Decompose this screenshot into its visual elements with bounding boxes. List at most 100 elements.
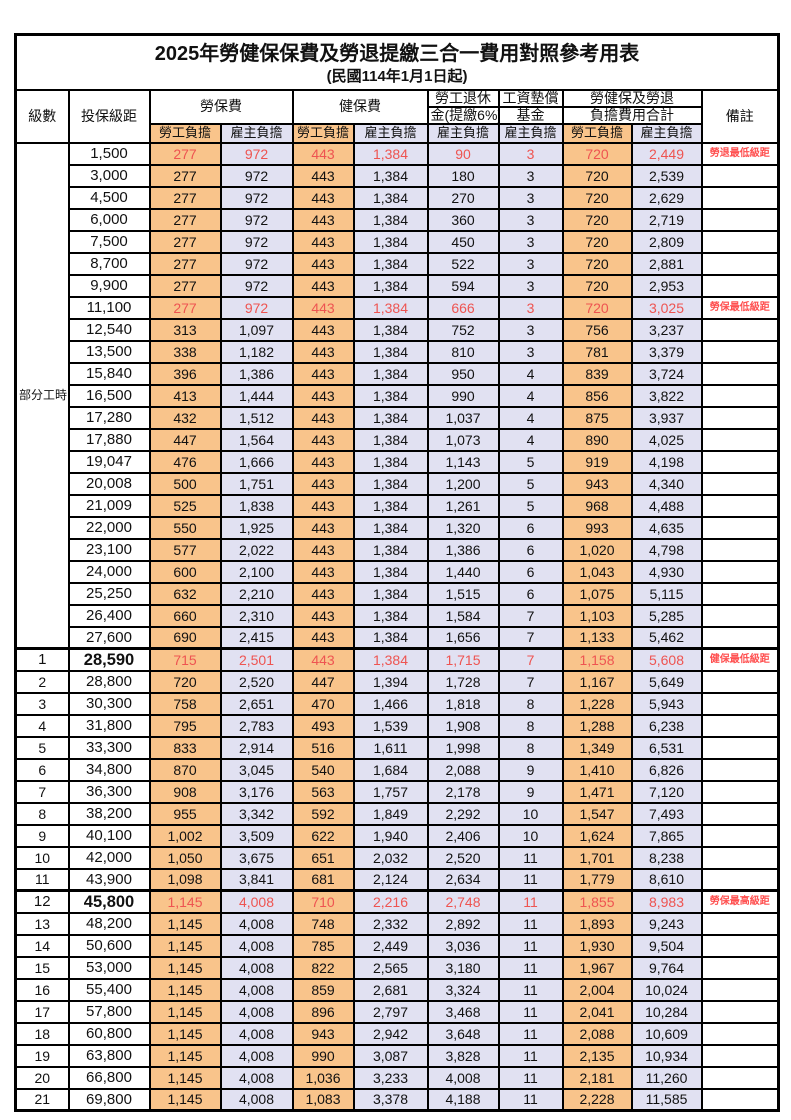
table-row: 17 57,800 1,145 4,008 896 2,797 3,468 11 2,041 10… (14, 999, 780, 1024)
table-row: 7,500 277 972 443 1,384 450 3 720 2,809 (16, 229, 780, 254)
level-cell: 13 (14, 911, 70, 936)
total-employee-cell: 839 (561, 361, 633, 386)
labor-fee-employer-cell: 3,509 (219, 823, 294, 848)
header-pension-employer: 雇主負擔 (426, 122, 500, 144)
labor-fee-employer-cell: 1,512 (219, 405, 294, 430)
note-cell (700, 1043, 780, 1068)
labor-fee-employer-cell: 4,008 (219, 889, 294, 914)
table-row: 20,008 500 1,751 443 1,384 1,200 5 943 4,340 (16, 471, 780, 496)
labor-fee-employer-cell: 1,386 (219, 361, 294, 386)
note-cell (700, 691, 780, 716)
total-employer-cell: 4,488 (630, 493, 703, 518)
table-row: 19,047 476 1,666 443 1,384 1,143 5 919 4,198 (16, 449, 780, 474)
total-employee-cell: 1,893 (561, 911, 633, 936)
total-employee-cell: 1,349 (561, 735, 633, 760)
level-cell: 1 (14, 647, 70, 672)
total-employer-cell: 5,285 (630, 603, 703, 628)
pension-employer-cell: 1,908 (426, 713, 500, 738)
insured-bracket-cell: 30,300 (67, 691, 151, 716)
health-fee-employee-cell: 443 (291, 647, 355, 672)
total-employer-cell: 2,719 (630, 207, 703, 232)
total-employer-cell: 2,629 (630, 185, 703, 210)
labor-fee-employer-cell: 2,022 (219, 537, 294, 562)
health-fee-employee-cell: 447 (291, 669, 355, 694)
labor-fee-employee-cell: 277 (148, 251, 222, 276)
health-fee-employer-cell: 1,384 (352, 317, 429, 342)
table-row: 18 60,800 1,145 4,008 943 2,942 3,648 11 2,088 10… (14, 1021, 780, 1046)
insured-bracket-cell: 50,600 (67, 933, 151, 958)
labor-fee-employer-cell: 4,008 (219, 1021, 294, 1046)
total-employee-cell: 2,228 (561, 1087, 633, 1112)
table-row: 8 38,200 955 3,342 592 1,849 2,292 10 1,547 7,493 (14, 801, 780, 826)
level-cell: 18 (14, 1021, 70, 1046)
total-employer-cell: 3,724 (630, 361, 703, 386)
health-fee-employer-cell: 1,384 (352, 471, 429, 496)
total-employee-cell: 1,103 (561, 603, 633, 628)
pension-employer-cell: 3,828 (426, 1043, 500, 1068)
wage-fund-employer-cell: 11 (497, 977, 564, 1002)
wage-fund-employer-cell: 5 (497, 449, 564, 474)
health-fee-employer-cell: 3,233 (352, 1065, 429, 1090)
total-employer-cell: 7,493 (630, 801, 703, 826)
note-cell (700, 801, 780, 826)
total-employee-cell: 2,041 (561, 999, 633, 1024)
health-fee-employer-cell: 2,565 (352, 955, 429, 980)
health-fee-employee-cell: 1,036 (291, 1065, 355, 1090)
header-health-insurance: 健保費 (291, 88, 429, 125)
labor-fee-employee-cell: 758 (148, 691, 222, 716)
health-fee-employee-cell: 592 (291, 801, 355, 826)
pension-employer-cell: 2,634 (426, 867, 500, 892)
insured-bracket-cell: 13,500 (67, 339, 151, 364)
total-employee-cell: 1,624 (561, 823, 633, 848)
pension-employer-cell: 1,515 (426, 581, 500, 606)
pension-employer-cell: 1,728 (426, 669, 500, 694)
table-row: 2 28,800 720 2,520 447 1,394 1,728 7 1,167 5,649 (14, 669, 780, 694)
table-row: 14 50,600 1,145 4,008 785 2,449 3,036 11 1,930 9,… (14, 933, 780, 958)
health-fee-employee-cell: 443 (291, 163, 355, 188)
health-fee-employer-cell: 1,539 (352, 713, 429, 738)
health-fee-employer-cell: 1,384 (352, 449, 429, 474)
labor-fee-employer-cell: 2,520 (219, 669, 294, 694)
insured-bracket-cell: 19,047 (67, 449, 151, 474)
insured-bracket-cell: 21,009 (67, 493, 151, 518)
header-total-line2: 負擔費用合計 (561, 105, 703, 125)
labor-fee-employee-cell: 1,145 (148, 955, 222, 980)
insured-bracket-cell: 31,800 (67, 713, 151, 738)
total-employer-cell: 9,764 (630, 955, 703, 980)
header-wage-fund-employer: 雇主負擔 (497, 122, 564, 144)
total-employer-cell: 9,504 (630, 933, 703, 958)
level-cell: 15 (14, 955, 70, 980)
total-employee-cell: 1,288 (561, 713, 633, 738)
table-row: 26,400 660 2,310 443 1,384 1,584 7 1,103 5,285 (16, 603, 780, 628)
total-employer-cell: 7,120 (630, 779, 703, 804)
wage-fund-employer-cell: 3 (497, 251, 564, 276)
insured-bracket-cell: 38,200 (67, 801, 151, 826)
health-fee-employer-cell: 1,384 (352, 537, 429, 562)
health-fee-employee-cell: 443 (291, 427, 355, 452)
level-cell: 5 (14, 735, 70, 760)
health-fee-employer-cell: 2,797 (352, 999, 429, 1024)
note-cell (700, 845, 780, 870)
labor-fee-employee-cell: 720 (148, 669, 222, 694)
table-row: 17,280 432 1,512 443 1,384 1,037 4 875 3,937 (16, 405, 780, 430)
total-employer-cell: 9,243 (630, 911, 703, 936)
header-pension-line1: 勞工退休 (426, 88, 500, 108)
table-row: 17,880 447 1,564 443 1,384 1,073 4 890 4,025 (16, 427, 780, 452)
insured-bracket-cell: 43,900 (67, 867, 151, 892)
header-total-employer: 雇主負擔 (630, 122, 703, 144)
level-cell: 20 (14, 1065, 70, 1090)
table-row: 8,700 277 972 443 1,384 522 3 720 2,881 (16, 251, 780, 276)
health-fee-employee-cell: 859 (291, 977, 355, 1002)
table-row: 4 31,800 795 2,783 493 1,539 1,908 8 1,288 6,238 (14, 713, 780, 738)
health-fee-employer-cell: 1,940 (352, 823, 429, 848)
labor-fee-employer-cell: 2,651 (219, 691, 294, 716)
health-fee-employee-cell: 443 (291, 185, 355, 210)
total-employee-cell: 1,410 (561, 757, 633, 782)
health-fee-employer-cell: 1,384 (352, 163, 429, 188)
note-cell (700, 339, 780, 364)
total-employee-cell: 1,228 (561, 691, 633, 716)
note-cell (700, 317, 780, 342)
pension-employer-cell: 2,406 (426, 823, 500, 848)
wage-fund-employer-cell: 11 (497, 999, 564, 1024)
table-row: 1 28,590 715 2,501 443 1,384 1,715 7 1,158 5,608 健… (14, 647, 780, 672)
